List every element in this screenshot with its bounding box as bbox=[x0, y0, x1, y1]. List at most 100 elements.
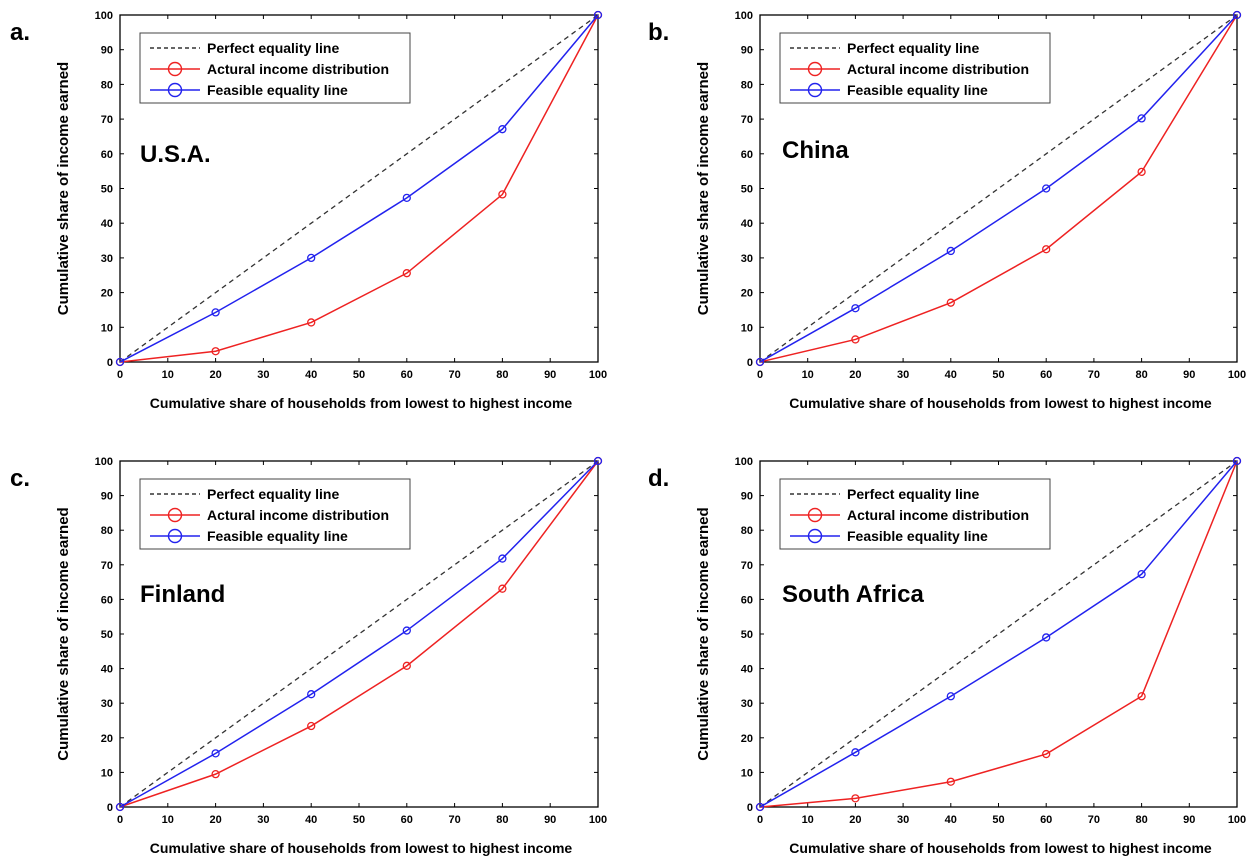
data-point-feasible bbox=[1042, 633, 1051, 642]
y-tick-label: 90 bbox=[741, 45, 753, 57]
x-tick-label: 0 bbox=[117, 814, 123, 826]
x-tick-label: 90 bbox=[1183, 369, 1195, 381]
data-point-feasible bbox=[1042, 184, 1051, 193]
y-tick-label: 60 bbox=[741, 149, 753, 161]
data-point-feasible bbox=[755, 802, 765, 812]
data-point-actual bbox=[211, 347, 220, 356]
data-point-feasible bbox=[211, 308, 220, 317]
x-tick-label: 80 bbox=[496, 814, 508, 826]
x-tick-label: 20 bbox=[209, 369, 221, 381]
series-line-feasible bbox=[119, 14, 599, 363]
y-tick-label: 10 bbox=[101, 767, 113, 779]
legend-marker-actual bbox=[167, 507, 183, 523]
x-axis-label: Cumulative share of households from lowe… bbox=[150, 840, 573, 856]
x-tick-label: 80 bbox=[496, 369, 508, 381]
legend-box bbox=[779, 32, 1051, 104]
x-tick-label: 40 bbox=[305, 814, 317, 826]
data-point-actual bbox=[211, 769, 220, 779]
y-tick-label: 0 bbox=[747, 357, 753, 369]
chart-panel-1: 0 10 20 30 40 50 60 70 80 90 100 0 10 20 30 40 50 60 70 80 9… bbox=[10, 10, 607, 411]
y-tick-label: 60 bbox=[741, 594, 753, 606]
x-tick-label: 90 bbox=[1183, 814, 1195, 826]
data-point-feasible bbox=[593, 10, 603, 20]
data-point-feasible bbox=[851, 748, 860, 757]
data-point-actual bbox=[1042, 245, 1051, 254]
data-point-feasible bbox=[946, 246, 955, 256]
x-tick-label: 20 bbox=[849, 369, 861, 381]
x-tick-label: 10 bbox=[802, 369, 814, 381]
y-tick-label: 0 bbox=[107, 802, 113, 814]
data-point-actual bbox=[851, 794, 860, 803]
series-line-feasible bbox=[119, 460, 599, 808]
country-label: U.S.A. bbox=[140, 141, 211, 168]
x-tick-label: 100 bbox=[1228, 814, 1246, 826]
y-tick-label: 80 bbox=[101, 525, 113, 537]
y-tick-label: 50 bbox=[741, 184, 753, 196]
x-tick-label: 60 bbox=[401, 369, 413, 381]
data-point-feasible bbox=[307, 690, 316, 699]
y-tick-label: 50 bbox=[101, 184, 113, 196]
chart-panel-3: 0 10 20 30 40 50 60 70 80 90 100 0 10 20 30 40 50 60 70 80 9… bbox=[10, 456, 607, 856]
panel-label: c. bbox=[10, 465, 30, 492]
y-tick-label: 20 bbox=[741, 288, 753, 300]
x-tick-label: 30 bbox=[257, 369, 269, 381]
legend-label-feasible: Feasible equality line bbox=[207, 528, 348, 544]
data-point-actual bbox=[498, 190, 507, 199]
panel-label: d. bbox=[648, 465, 669, 492]
country-label: South Africa bbox=[782, 581, 924, 608]
y-tick-label: 10 bbox=[101, 322, 113, 334]
y-tick-label: 100 bbox=[95, 456, 113, 468]
y-tick-label: 10 bbox=[741, 767, 753, 779]
y-tick-label: 100 bbox=[735, 10, 753, 22]
y-tick-label: 60 bbox=[101, 594, 113, 606]
y-tick-label: 10 bbox=[741, 322, 753, 334]
x-tick-label: 40 bbox=[945, 814, 957, 826]
data-point-actual bbox=[402, 661, 411, 670]
y-tick-label: 30 bbox=[101, 253, 113, 265]
data-point-actual bbox=[1042, 749, 1051, 759]
series-line-actual bbox=[759, 14, 1238, 363]
series-line-feasible bbox=[759, 460, 1238, 808]
y-tick-label: 40 bbox=[101, 218, 113, 230]
data-point-actual bbox=[498, 584, 507, 593]
y-tick-label: 70 bbox=[101, 560, 113, 572]
legend-label-perfect: Perfect equality line bbox=[207, 486, 339, 502]
data-point-feasible bbox=[498, 554, 507, 563]
data-point-feasible bbox=[1232, 456, 1242, 466]
chart-panel-2: 0 10 20 30 40 50 60 70 80 90 100 0 10 20 30 40 50 60 70 80 9… bbox=[648, 10, 1246, 411]
x-tick-label: 60 bbox=[1040, 814, 1052, 826]
legend-marker-feasible bbox=[807, 528, 823, 544]
legend-label-perfect: Perfect equality line bbox=[847, 40, 979, 56]
x-tick-label: 100 bbox=[589, 369, 607, 381]
data-point-actual bbox=[402, 269, 411, 278]
x-axis-label: Cumulative share of households from lowe… bbox=[150, 395, 573, 411]
x-tick-label: 40 bbox=[945, 369, 957, 381]
y-tick-label: 40 bbox=[101, 664, 113, 676]
panel-label: a. bbox=[10, 19, 30, 46]
legend-marker-feasible bbox=[807, 82, 823, 98]
data-point-feasible bbox=[211, 749, 220, 758]
y-tick-label: 80 bbox=[741, 525, 753, 537]
data-point-actual bbox=[851, 335, 860, 344]
x-tick-label: 50 bbox=[992, 369, 1004, 381]
x-tick-label: 70 bbox=[448, 814, 460, 826]
y-tick-label: 50 bbox=[741, 629, 753, 641]
x-tick-label: 70 bbox=[1088, 369, 1100, 381]
y-tick-label: 30 bbox=[101, 698, 113, 710]
data-point-actual bbox=[1137, 692, 1146, 701]
y-tick-label: 30 bbox=[741, 253, 753, 265]
chart-panel-4: 0 10 20 30 40 50 60 70 80 90 100 0 10 20 30 40 50 60 70 80 9… bbox=[648, 456, 1246, 856]
legend-box bbox=[779, 478, 1051, 550]
data-point-feasible bbox=[402, 626, 411, 635]
series-line-actual bbox=[119, 460, 599, 808]
y-tick-label: 20 bbox=[741, 733, 753, 745]
country-label: China bbox=[782, 137, 849, 164]
legend-label-actual: Actural income distribution bbox=[847, 61, 1029, 77]
legend-label-actual: Actural income distribution bbox=[207, 507, 389, 523]
data-point-feasible bbox=[755, 357, 765, 367]
x-tick-label: 40 bbox=[305, 369, 317, 381]
x-tick-label: 100 bbox=[589, 814, 607, 826]
y-tick-label: 90 bbox=[101, 491, 113, 503]
y-tick-label: 70 bbox=[741, 114, 753, 126]
x-tick-label: 0 bbox=[117, 369, 123, 381]
